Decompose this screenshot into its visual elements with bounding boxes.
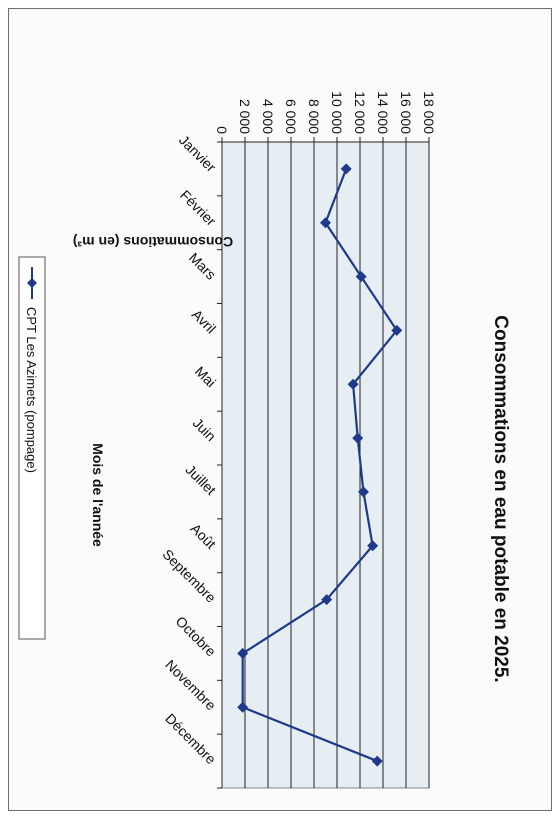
y-tick-label: 10 000	[329, 91, 345, 134]
y-axis-label: Consommations (en m³)	[73, 234, 233, 250]
series-line	[241, 168, 399, 763]
y-tick-label: 8 000	[306, 99, 322, 134]
y-tick-label: 2 000	[237, 99, 253, 134]
y-tick-label: 18 000	[421, 91, 437, 134]
y-tick-label: 16 000	[398, 91, 414, 134]
data-point	[371, 755, 383, 767]
legend-box	[18, 256, 46, 640]
legend-marker	[27, 278, 37, 288]
chart-title: Consommations en eau potable en 2025.	[490, 315, 511, 682]
data-point	[367, 540, 379, 552]
line-chart: 0 2 000 4 000 6 000 8 000 10 000 12 000 14 000 1…	[18, 91, 511, 789]
y-tick-label: 12 000	[352, 91, 368, 134]
data-point	[237, 647, 249, 659]
x-tick-label: Janvier	[176, 132, 219, 175]
x-tick-label: Décembre	[162, 710, 219, 767]
x-tick-label: Mai	[192, 363, 219, 390]
data-point	[347, 378, 359, 390]
x-tick-label: Février	[177, 187, 219, 229]
x-tick-label: Juillet	[183, 461, 220, 498]
y-tick-label: 0	[214, 126, 230, 134]
data-point	[320, 217, 331, 229]
x-axis-label: Mois de l'année	[90, 443, 106, 547]
y-tick-label: 4 000	[260, 99, 276, 134]
data-point	[355, 271, 367, 283]
scanned-page: 0 2 000 4 000 6 000 8 000 10 000 12 000 14 000 1…	[8, 8, 552, 811]
y-tick-label: 14 000	[375, 91, 391, 134]
x-tick-label: Octobre	[173, 613, 220, 660]
plot-area	[221, 141, 430, 789]
x-tick-label: Août	[188, 520, 220, 552]
x-tick-label: Novembre	[162, 656, 219, 713]
legend-entry: CPT Les Azimets (pompage)	[24, 307, 39, 473]
x-tick-label: Septembre	[159, 546, 219, 606]
x-tick-label: Juin	[190, 415, 219, 444]
legend: CPT Les Azimets (pompage)	[18, 256, 46, 640]
chart-frame: 0 2 000 4 000 6 000 8 000 10 000 12 000 14 000 1…	[8, 8, 552, 811]
data-point	[237, 701, 249, 713]
y-tick-label: 6 000	[283, 99, 299, 134]
data-point	[321, 594, 333, 606]
x-tick-label: Mars	[186, 249, 219, 282]
x-tick-label: Avril	[189, 306, 219, 336]
